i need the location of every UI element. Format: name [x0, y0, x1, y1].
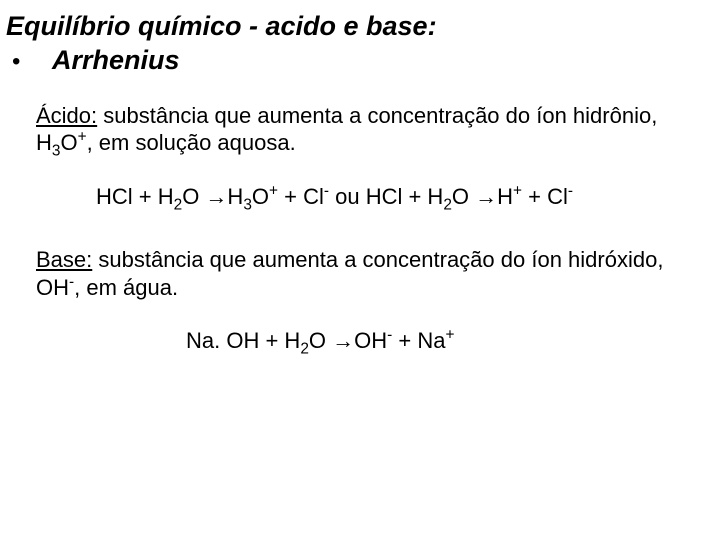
- acid-sup-1: +: [78, 129, 87, 146]
- slide: Equilíbrio químico - acido e base: • Arr…: [0, 0, 720, 540]
- slide-title: Equilíbrio químico - acido e base: • Arr…: [6, 10, 708, 78]
- title-line-2: Arrhenius: [52, 44, 180, 78]
- base-label: Base:: [36, 247, 92, 272]
- acid-o: O: [60, 130, 77, 155]
- eq1-m: + Cl: [522, 184, 568, 209]
- eq1-i: ou HCl + H: [329, 184, 443, 209]
- eq1-n: -: [568, 182, 573, 199]
- acid-label: Ácido:: [36, 103, 97, 128]
- acid-text-2: , em solução aquosa.: [87, 130, 296, 155]
- eq2-f: +: [445, 327, 454, 344]
- eq1-d: 3: [243, 196, 252, 213]
- eq1-j: 2: [443, 196, 452, 213]
- bullet-dot: •: [6, 47, 52, 77]
- eq2-c: O →OH: [309, 328, 387, 353]
- base-text-2: , em água.: [74, 275, 178, 300]
- eq2-e: + Na: [392, 328, 445, 353]
- eq1-g: + Cl: [278, 184, 324, 209]
- eq1-a: HCl + H: [96, 184, 174, 209]
- base-definition: Base: substância que aumenta a concentra…: [36, 246, 708, 301]
- base-equation: Na. OH + H2O →OH- + Na+: [36, 327, 708, 355]
- eq1-k: O →H: [452, 184, 513, 209]
- eq1-b: 2: [174, 196, 183, 213]
- eq2-a: Na. OH + H: [186, 328, 300, 353]
- acid-definition: Ácido: substância que aumenta a concentr…: [36, 102, 708, 157]
- slide-body: Ácido: substância que aumenta a concentr…: [6, 102, 708, 355]
- eq2-b: 2: [300, 340, 309, 357]
- acid-equation: HCl + H2O →H3O+ + Cl- ou HCl + H2O →H+ +…: [36, 183, 708, 211]
- eq1-c: O →H: [182, 184, 243, 209]
- eq1-f: +: [269, 182, 278, 199]
- title-line-1: Equilíbrio químico - acido e base:: [6, 11, 437, 41]
- title-line-2-row: • Arrhenius: [6, 44, 708, 78]
- eq1-l: +: [513, 182, 522, 199]
- eq1-e: O: [252, 184, 269, 209]
